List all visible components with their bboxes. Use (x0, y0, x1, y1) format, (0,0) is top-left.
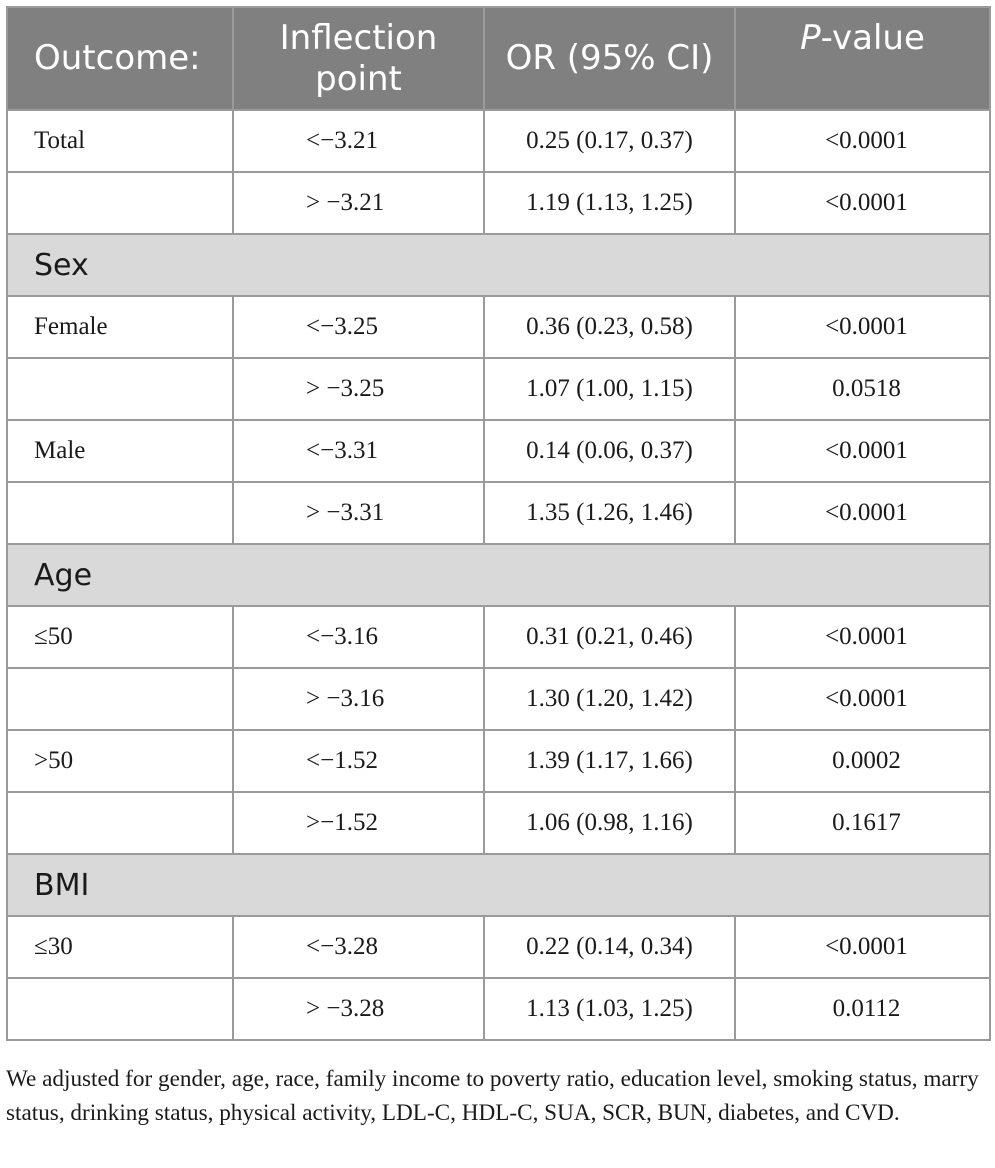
p-value-cell: 0.0112 (734, 977, 991, 1041)
table-body: Total <−3.21 0.25 (0.17, 0.37) <0.0001 > −3.… (6, 109, 991, 1041)
or-ci-cell: 0.14 (0.06, 0.37) (483, 419, 736, 483)
header-row: Outcome: Inflection point OR (95% CI) P-… (6, 6, 991, 111)
row-label: ≤30 (6, 915, 234, 979)
inflection-point-cell: > −3.31 (232, 481, 485, 545)
table-row: > −3.16 1.30 (1.20, 1.42) <0.0001 (6, 667, 991, 731)
row-label (6, 171, 234, 235)
group-label: BMI (6, 853, 991, 917)
or-ci-cell: 1.30 (1.20, 1.42) (483, 667, 736, 731)
or-ci-cell: 0.36 (0.23, 0.58) (483, 295, 736, 359)
p-value-cell: <0.0001 (734, 667, 991, 731)
group-row: Age (6, 543, 991, 607)
or-ci-cell: 1.19 (1.13, 1.25) (483, 171, 736, 235)
table-row: > −3.25 1.07 (1.00, 1.15) 0.0518 (6, 357, 991, 421)
table-row: Male <−3.31 0.14 (0.06, 0.37) <0.0001 (6, 419, 991, 483)
inflection-point-cell: <−1.52 (232, 729, 485, 793)
header-p-rest: -value (820, 18, 925, 58)
inflection-point-cell: <−3.31 (232, 419, 485, 483)
results-table: Outcome: Inflection point OR (95% CI) P-… (6, 6, 991, 1041)
header-outcome: Outcome: (6, 6, 234, 111)
table-row: ≤30 <−3.28 0.22 (0.14, 0.34) <0.0001 (6, 915, 991, 979)
table-row: > −3.28 1.13 (1.03, 1.25) 0.0112 (6, 977, 991, 1041)
or-ci-cell: 0.25 (0.17, 0.37) (483, 109, 736, 173)
footnote: We adjusted for gender, age, race, famil… (6, 1066, 979, 1126)
or-ci-cell: 0.31 (0.21, 0.46) (483, 605, 736, 669)
header-inflection-point: Inflection point (232, 6, 485, 111)
p-value-cell: 0.0002 (734, 729, 991, 793)
row-label (6, 357, 234, 421)
inflection-point-cell: <−3.28 (232, 915, 485, 979)
table-row: > −3.21 1.19 (1.13, 1.25) <0.0001 (6, 171, 991, 235)
row-label (6, 791, 234, 855)
inflection-point-cell: > −3.25 (232, 357, 485, 421)
p-value-cell: <0.0001 (734, 481, 991, 545)
table-row: > −3.31 1.35 (1.26, 1.46) <0.0001 (6, 481, 991, 545)
row-label: Male (6, 419, 234, 483)
header-p-value: P-value (734, 6, 991, 111)
or-ci-cell: 1.06 (0.98, 1.16) (483, 791, 736, 855)
row-label: >50 (6, 729, 234, 793)
p-value-cell: 0.1617 (734, 791, 991, 855)
p-value-cell: <0.0001 (734, 295, 991, 359)
p-value-cell: <0.0001 (734, 605, 991, 669)
inflection-point-cell: <−3.25 (232, 295, 485, 359)
row-label (6, 667, 234, 731)
inflection-point-cell: > −3.16 (232, 667, 485, 731)
p-value-cell: <0.0001 (734, 171, 991, 235)
inflection-point-cell: >−1.52 (232, 791, 485, 855)
inflection-point-cell: > −3.28 (232, 977, 485, 1041)
inflection-point-cell: <−3.16 (232, 605, 485, 669)
table-row: Total <−3.21 0.25 (0.17, 0.37) <0.0001 (6, 109, 991, 173)
row-label (6, 977, 234, 1041)
row-label: Total (6, 109, 234, 173)
row-label (6, 481, 234, 545)
header-or-ci: OR (95% CI) (483, 6, 736, 111)
p-value-cell: <0.0001 (734, 915, 991, 979)
inflection-point-cell: <−3.21 (232, 109, 485, 173)
or-ci-cell: 1.35 (1.26, 1.46) (483, 481, 736, 545)
row-label: ≤50 (6, 605, 234, 669)
p-value-cell: <0.0001 (734, 109, 991, 173)
group-label: Sex (6, 233, 991, 297)
or-ci-cell: 0.22 (0.14, 0.34) (483, 915, 736, 979)
group-row: Sex (6, 233, 991, 297)
or-ci-cell: 1.13 (1.03, 1.25) (483, 977, 736, 1041)
p-value-cell: 0.0518 (734, 357, 991, 421)
p-value-cell: <0.0001 (734, 419, 991, 483)
group-label: Age (6, 543, 991, 607)
inflection-point-cell: > −3.21 (232, 171, 485, 235)
group-row: BMI (6, 853, 991, 917)
table-row: ≤50 <−3.16 0.31 (0.21, 0.46) <0.0001 (6, 605, 991, 669)
or-ci-cell: 1.07 (1.00, 1.15) (483, 357, 736, 421)
table-row: Female <−3.25 0.36 (0.23, 0.58) <0.0001 (6, 295, 991, 359)
table-row: >−1.52 1.06 (0.98, 1.16) 0.1617 (6, 791, 991, 855)
table-row: >50 <−1.52 1.39 (1.17, 1.66) 0.0002 (6, 729, 991, 793)
row-label: Female (6, 295, 234, 359)
or-ci-cell: 1.39 (1.17, 1.66) (483, 729, 736, 793)
header-p-italic: P (800, 18, 821, 58)
